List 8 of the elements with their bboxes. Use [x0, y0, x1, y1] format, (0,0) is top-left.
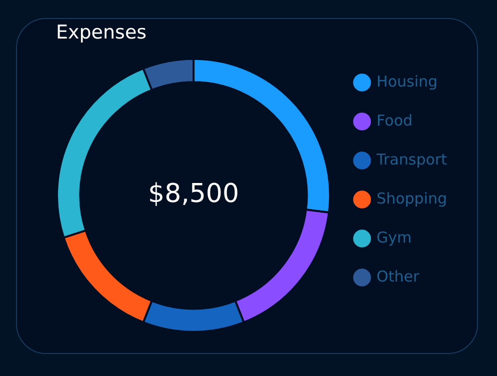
- text: $8,500: [148, 179, 240, 210]
- legend-label: Food: [376, 111, 413, 130]
- legend-label: Housing: [376, 72, 438, 90]
- legend-label: Transport: [376, 150, 448, 168]
- legend-label: Other: [376, 267, 420, 286]
- legend-label: Gym: [376, 228, 412, 246]
- legend-label: Shopping: [376, 189, 448, 208]
- chart-title: Expenses: [56, 21, 147, 44]
